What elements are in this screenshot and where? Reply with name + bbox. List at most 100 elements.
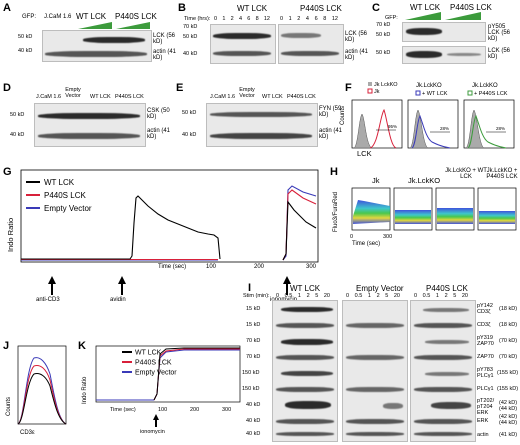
legend-swatch	[367, 88, 373, 94]
histogram-fill	[465, 109, 485, 149]
legend-entry: P440S LCK	[44, 191, 86, 200]
gate-percent: 28%	[496, 126, 505, 131]
band-label: actin (41 kD)	[153, 49, 177, 61]
trace-wt	[153, 347, 240, 401]
panel-j-xlabel: CD3ε	[20, 430, 35, 436]
blot-band	[210, 133, 312, 139]
legend-entry: Empty Vector	[135, 370, 177, 377]
mw-marker: 40 kD	[246, 402, 261, 408]
band-kd: (41 kD)	[499, 432, 518, 438]
band-label: actin (41 kD)	[345, 49, 369, 61]
panel-d-blot	[34, 103, 146, 147]
panel-a-lane-wt: WT LCK	[76, 12, 107, 21]
band-label: CSK (50 kD)	[147, 108, 170, 120]
gfp-gradient-wedge	[116, 22, 150, 29]
legend-entry: Jk	[374, 89, 380, 95]
panel-i-blot-wt	[272, 300, 338, 442]
histogram-fill	[409, 109, 429, 149]
group-wt: WT LCK	[290, 284, 321, 293]
panel-h-label: H	[330, 166, 338, 178]
panel-c-blot-top	[402, 22, 486, 42]
time-tick: 5	[315, 293, 319, 299]
mw-marker: 40 kD	[246, 431, 261, 437]
plot-frame	[20, 169, 319, 263]
time-tick: 1	[222, 16, 226, 22]
plot-title: Jk.LckKO	[416, 83, 442, 89]
legend-entry: + P440S LCK	[474, 91, 508, 97]
blot-band	[276, 419, 334, 424]
histogram-line	[17, 373, 67, 425]
density-cloud	[395, 210, 431, 224]
time-tick: 12	[331, 16, 338, 22]
plot-title: Jk.LckKO + WT LCK	[445, 168, 487, 180]
lane-label: P440S LCK	[287, 94, 316, 100]
plot-title: Jk.LckKO	[408, 176, 441, 185]
blot-band	[38, 133, 140, 139]
time-tick: 2	[306, 293, 310, 299]
lane-label: P440S LCK	[115, 94, 144, 100]
time-tick: 2	[444, 293, 448, 299]
panel-b-label: B	[178, 2, 186, 14]
blot-band	[447, 53, 481, 56]
band-label: actin (41 kD)	[147, 128, 171, 140]
mw-marker: 50 kD	[376, 50, 391, 56]
band-label: actin (41 kD)	[319, 128, 343, 140]
group-p440s: P440S LCK	[450, 3, 492, 12]
legend-entry: + WT LCK	[422, 91, 448, 97]
legend-entry: Jk LckKO	[374, 82, 398, 88]
legend-entry: P440S LCK	[135, 360, 172, 367]
blot-band	[414, 323, 472, 328]
gfp-gradient-wedge	[405, 12, 441, 20]
mw-marker: 40 kD	[18, 48, 33, 54]
time-tick: 0	[346, 293, 350, 299]
mw-marker: 50 kD	[183, 34, 198, 40]
arrow-up-icon	[118, 276, 126, 284]
plot-title: Jk.LckKO	[472, 83, 498, 89]
time-tick: 1	[297, 293, 301, 299]
panel-k-label: K	[78, 340, 86, 352]
lane-label: J.CaM 1.6	[210, 94, 236, 100]
histogram-wt: Jk.LckKO + WT LCK 28%	[407, 83, 459, 149]
time-tick: 20	[461, 293, 468, 299]
x-tick: 300	[383, 234, 393, 240]
band-kd: (42 kD) (44 kD)	[499, 414, 518, 426]
blot-band	[213, 33, 271, 39]
panel-j-ylabel: Counts	[6, 396, 12, 416]
arrow-stem	[286, 283, 288, 295]
panel-a-gfp: GFP:	[22, 14, 37, 20]
lane-label: Empty Vector	[65, 87, 81, 99]
mw-marker: 40 kD	[246, 418, 261, 424]
plot-frame	[351, 99, 403, 149]
panel-b-blot-wt	[210, 24, 276, 64]
band-label: pY142 CD3ζ	[477, 303, 493, 315]
histogram-p440s: Jk.LckKO + P440S LCK 28%	[463, 83, 515, 149]
panel-b-blot-p440s	[278, 24, 344, 64]
blot-band	[45, 51, 147, 57]
blot-band	[276, 323, 334, 328]
legend-entry: WT LCK	[135, 350, 162, 357]
blot-band	[346, 355, 404, 360]
legend-swatch	[415, 90, 421, 96]
time-tick: 1	[288, 16, 292, 22]
panel-i-label: I	[248, 282, 252, 294]
blot-band	[414, 432, 472, 436]
panel-f-xlabel: LCK	[357, 149, 372, 158]
plot-frame	[407, 99, 459, 149]
mw-marker: 70 kD	[183, 24, 198, 30]
time-tick: 4	[238, 16, 242, 22]
panel-a-lane-jcam: J.CaM 1.6	[44, 14, 72, 20]
band-kd: (18 kD)	[499, 322, 518, 328]
time-tick: 8	[255, 16, 259, 22]
histogram-line	[17, 365, 67, 425]
blot-band	[425, 340, 469, 344]
panel-j-histogram	[17, 345, 67, 425]
blot-band	[281, 339, 333, 345]
x-tick: 200	[190, 407, 200, 413]
time-tick: 8	[323, 16, 327, 22]
band-label: ERK	[477, 418, 489, 424]
time-tick: 5	[453, 293, 457, 299]
density-cloud	[353, 200, 390, 224]
stim-ticks-p440s: 0 0.5 1 2 5 20	[414, 293, 468, 299]
legend-swatch	[368, 82, 372, 86]
band-label: pT202/ pT204 ERK	[477, 398, 495, 416]
